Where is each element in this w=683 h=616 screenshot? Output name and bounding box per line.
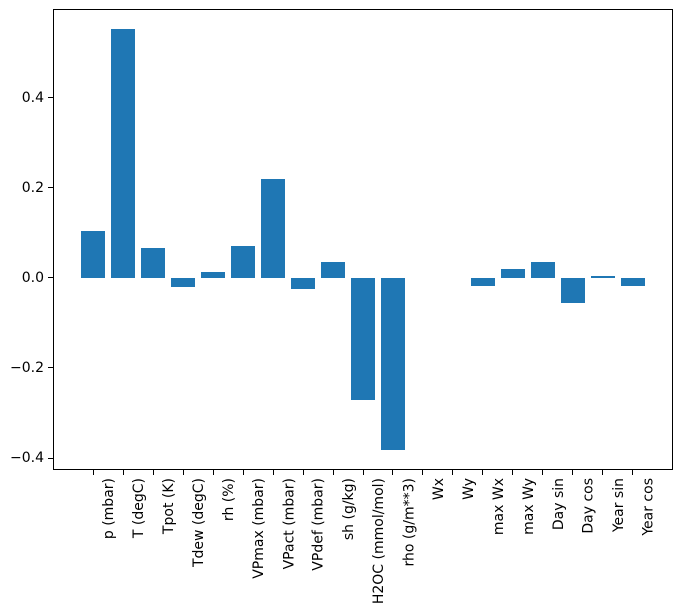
x-tick-10 <box>392 470 394 475</box>
x-tick-12 <box>452 470 454 475</box>
bar-13 <box>470 277 495 286</box>
x-tick-label-18: Year cos <box>640 478 657 536</box>
x-tick-label-9: H2OC (mmol/mol) <box>371 478 387 605</box>
bar-1 <box>111 29 136 278</box>
x-tick-18 <box>632 470 634 475</box>
x-tick-label-4: rh (%) <box>221 478 238 522</box>
bar-18 <box>620 277 645 286</box>
x-tick-label-13: max Wx <box>490 478 507 536</box>
y-tick-1 <box>48 187 53 189</box>
x-tick-label-11: Wx <box>430 478 447 501</box>
x-tick-16 <box>572 470 574 475</box>
x-tick-0 <box>92 470 94 475</box>
x-tick-7 <box>302 470 304 475</box>
x-tick-label-15: Day sin <box>550 478 567 531</box>
x-tick-11 <box>422 470 424 475</box>
bar-0 <box>81 231 106 278</box>
y-tick-label-4: −0.4 <box>10 450 44 467</box>
x-tick-4 <box>212 470 214 475</box>
x-tick-label-2: Tpot (K) <box>161 478 178 535</box>
x-tick-label-14: max Wy <box>520 478 537 535</box>
bar-5 <box>231 245 256 278</box>
x-tick-2 <box>152 470 154 475</box>
x-tick-14 <box>512 470 514 475</box>
bar-17 <box>590 275 615 278</box>
x-tick-15 <box>542 470 544 475</box>
x-tick-9 <box>362 470 364 475</box>
bar-16 <box>560 277 585 304</box>
bar-3 <box>171 277 196 287</box>
x-tick-label-17: Year sin <box>610 478 627 533</box>
x-tick-label-5: VPmax (mbar) <box>251 478 268 579</box>
x-tick-3 <box>182 470 184 475</box>
x-tick-label-7: VPdef (mbar) <box>311 478 328 571</box>
bar-10 <box>380 277 405 451</box>
x-tick-label-16: Day cos <box>580 478 597 534</box>
plot-area <box>53 9 673 470</box>
x-tick-1 <box>122 470 124 475</box>
x-tick-8 <box>332 470 334 475</box>
x-tick-17 <box>602 470 604 475</box>
y-tick-label-0: 0.4 <box>21 89 44 106</box>
y-tick-3 <box>48 367 53 369</box>
y-tick-4 <box>48 457 53 459</box>
x-tick-label-6: VPact (mbar) <box>281 478 298 570</box>
x-tick-label-3: Tdew (degC) <box>191 478 208 568</box>
y-tick-label-3: −0.2 <box>10 359 44 376</box>
x-tick-label-8: sh (g/kg) <box>341 478 358 541</box>
y-tick-label-2: 0.0 <box>21 269 44 286</box>
x-tick-label-0: p (mbar) <box>101 478 118 540</box>
bar-15 <box>530 261 555 278</box>
bar-2 <box>141 247 166 278</box>
x-tick-label-12: Wy <box>460 478 477 500</box>
bar-6 <box>261 179 286 278</box>
bar-9 <box>351 277 375 401</box>
x-tick-5 <box>242 470 244 475</box>
bar-7 <box>291 277 316 289</box>
x-tick-label-1: T (degC) <box>131 478 148 539</box>
bar-8 <box>321 262 346 278</box>
x-tick-13 <box>482 470 484 475</box>
y-tick-2 <box>48 277 53 279</box>
bar-4 <box>201 271 226 278</box>
y-tick-label-1: 0.2 <box>21 179 44 196</box>
x-tick-6 <box>272 470 274 475</box>
bar-14 <box>500 269 525 278</box>
x-tick-label-10: rho (g/m**3) <box>400 478 417 567</box>
y-tick-0 <box>48 97 53 99</box>
